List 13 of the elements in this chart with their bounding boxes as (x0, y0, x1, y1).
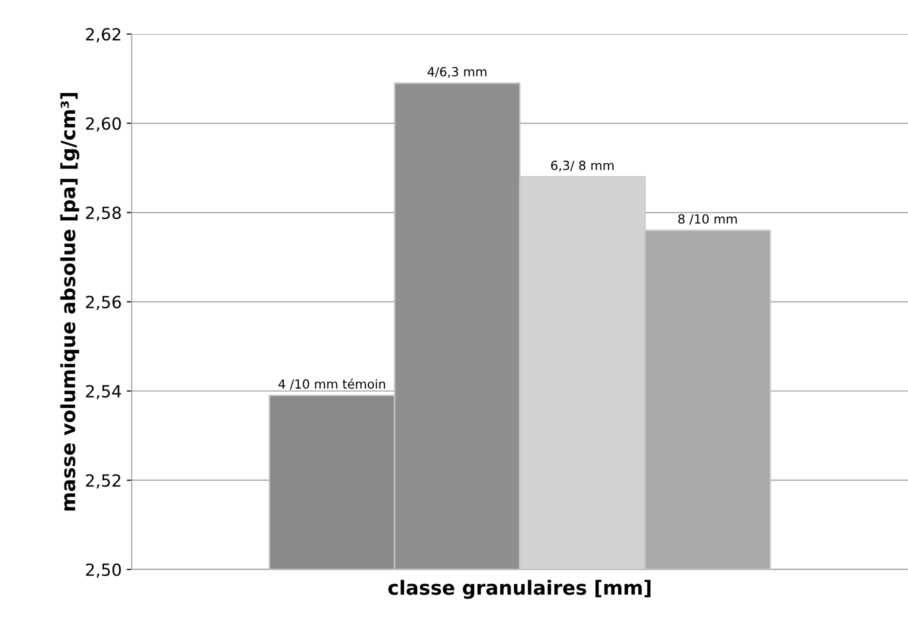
y-tick-label: 2,52 (86, 474, 120, 489)
y-tick-label: 2,62 (86, 28, 120, 42)
series-label: 4/6,3 mm (428, 66, 486, 78)
y-axis-title: masse volumique absolue [pa] [g/cm³] (60, 93, 80, 511)
series-label: 4 /10 mm témoin (278, 378, 386, 390)
x-axis-title: classe granulaires [mm] (388, 580, 650, 599)
series-label: 8 /10 mm (678, 214, 737, 225)
y-tick-label: 2,50 (86, 563, 121, 578)
y-tick-label: 2,54 (86, 384, 122, 400)
y-tick-label: 2,58 (86, 206, 121, 221)
y-tick-label: 2,60 (86, 117, 121, 132)
series-label: 6,3/ 8 mm (551, 160, 614, 172)
y-tick-label: 2,56 (86, 296, 121, 310)
